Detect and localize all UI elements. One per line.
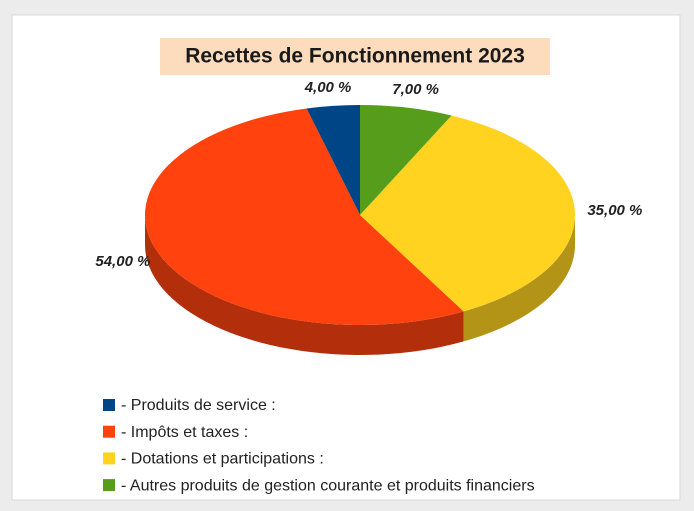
legend-swatch [103,479,115,492]
legend-swatch [103,399,115,411]
legend-label: - Impôts et taxes : [121,424,248,441]
data-label: 54,00 % [95,253,150,270]
slice [360,115,575,312]
legend-swatch [103,425,115,438]
legend-label: - Dotations et participations : [121,451,324,468]
legend-swatch [103,452,115,465]
title-box [160,38,550,75]
slice [306,105,360,215]
slice [360,105,452,215]
legend-label: - Produits de service : [121,397,276,414]
data-label: 35,00 % [587,202,642,219]
slice [145,108,464,326]
data-label: 4,00 % [304,79,352,96]
data-label: 7,00 % [392,81,439,98]
slice-side [463,215,575,342]
chart-title: Recettes de Fonctionnement 2023 [185,45,525,68]
pie: 4,00 % 54,00 % 35,00 % 7,00 % [95,79,642,355]
slice-side [145,215,464,355]
legend: - Produits de service : - Impôts et taxes… [103,397,535,494]
legend-label: - Autres produits de gestion courante et… [121,477,535,494]
